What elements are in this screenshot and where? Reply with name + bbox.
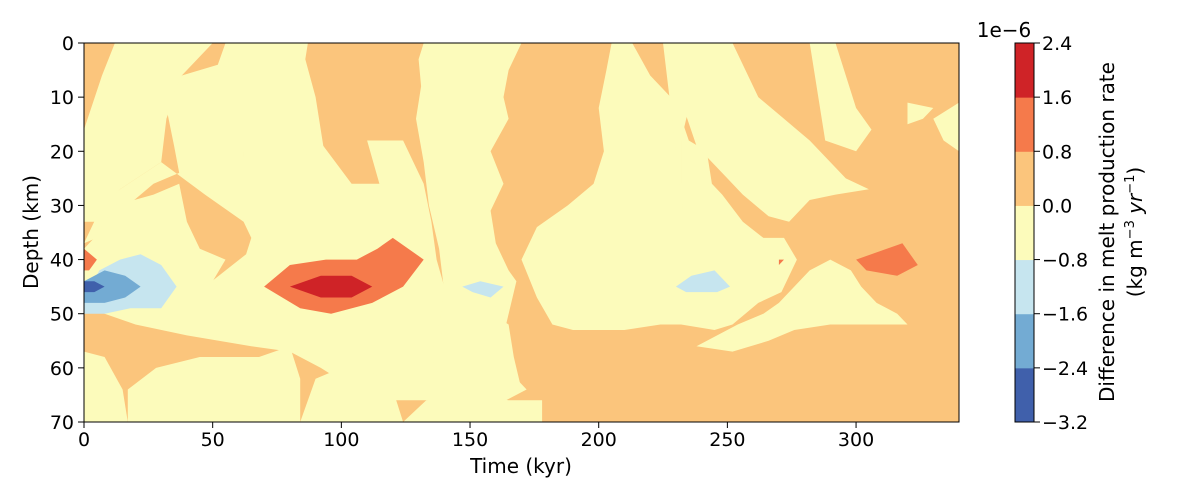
contour-region xyxy=(675,270,730,293)
colorbar xyxy=(1014,42,1035,423)
contour-region xyxy=(933,102,959,152)
contour-region xyxy=(521,43,797,330)
contour-regions xyxy=(84,43,959,422)
x-tick-label: 100 xyxy=(323,429,359,451)
contour-region xyxy=(289,275,373,298)
colorbar-tick-label: 1.6 xyxy=(1042,87,1072,109)
x-axis-ticks: 0 50 100 150 200 250 300 xyxy=(78,422,874,451)
contour-region xyxy=(127,346,301,422)
contour-region xyxy=(416,43,527,401)
colorbar-band xyxy=(1015,97,1034,152)
colorbar-band xyxy=(1015,367,1034,423)
contour-region xyxy=(907,102,934,125)
y-tick-label: 70 xyxy=(50,412,74,434)
contour-region xyxy=(663,43,720,217)
contour-region xyxy=(462,281,504,298)
plot-frame xyxy=(83,42,960,423)
y-tick-label: 20 xyxy=(50,141,74,163)
colorbar-ticks: 2.4 1.6 0.8 0.0 −0.8 −1.6 −2.4 −3.2 xyxy=(1034,33,1088,434)
colorbar-tick-label: 0.0 xyxy=(1042,195,1072,217)
contour-region xyxy=(670,43,869,222)
colorbar-tick-label: 2.4 xyxy=(1042,33,1072,55)
colorbar-band xyxy=(1015,259,1034,315)
colorbar-band xyxy=(1015,205,1034,261)
contour-region xyxy=(300,367,404,422)
colorbar-band xyxy=(1015,313,1034,369)
contour-region xyxy=(84,281,105,293)
y-tick-label: 40 xyxy=(50,250,74,272)
colorbar-band xyxy=(1015,43,1034,98)
colorbar-label-line2: (kg m−3 yr−1) xyxy=(1123,167,1147,298)
x-tick-label: 150 xyxy=(452,429,488,451)
contour-region xyxy=(403,394,543,422)
colorbar-tick-label: −0.8 xyxy=(1042,250,1088,272)
contour-region xyxy=(84,351,128,422)
x-tick-label: 300 xyxy=(838,429,874,451)
y-tick-label: 30 xyxy=(50,195,74,217)
colorbar-frame xyxy=(1014,42,1035,423)
colorbar-unit-prefix: (kg m xyxy=(1123,239,1147,297)
x-tick-label: 250 xyxy=(709,429,745,451)
x-axis-label: Time (kyr) xyxy=(469,454,572,478)
colorbar-tick-label: −2.4 xyxy=(1042,358,1088,380)
contour-region xyxy=(243,135,308,157)
y-axis-label: Depth (km) xyxy=(19,175,43,289)
colorbar-multiplier: 1e−6 xyxy=(977,18,1032,42)
x-tick-label: 200 xyxy=(581,429,617,451)
colorbar-label-line1: Difference in melt production rate xyxy=(1095,62,1119,402)
colorbar-unit-sup2: −1 xyxy=(1123,175,1138,194)
colorbar-tick-label: −3.2 xyxy=(1042,412,1088,434)
colorbar-band xyxy=(1015,151,1034,206)
contour-region xyxy=(84,270,141,303)
y-tick-label: 10 xyxy=(50,87,74,109)
colorbar-tick-label: −1.6 xyxy=(1042,304,1088,326)
x-tick-label: 0 xyxy=(78,429,90,451)
contour-region xyxy=(856,243,918,276)
contour-region xyxy=(84,248,97,271)
contour-region xyxy=(84,43,213,222)
contour-region xyxy=(778,259,784,265)
colorbar-unit-mid: yr xyxy=(1123,192,1147,220)
y-tick-label: 60 xyxy=(50,358,74,380)
x-tick-label: 50 xyxy=(201,429,225,451)
contour-region xyxy=(696,259,908,352)
y-axis-ticks: 0 10 20 30 40 50 60 70 xyxy=(50,33,84,434)
colorbar-unit-sup1: −3 xyxy=(1123,220,1138,239)
contour-region xyxy=(84,140,522,401)
contour-region xyxy=(809,43,872,152)
y-tick-label: 0 xyxy=(62,33,74,55)
colorbar-unit-suffix: ) xyxy=(1123,167,1147,175)
y-tick-label: 50 xyxy=(50,304,74,326)
colorbar-tick-label: 0.8 xyxy=(1042,141,1072,163)
